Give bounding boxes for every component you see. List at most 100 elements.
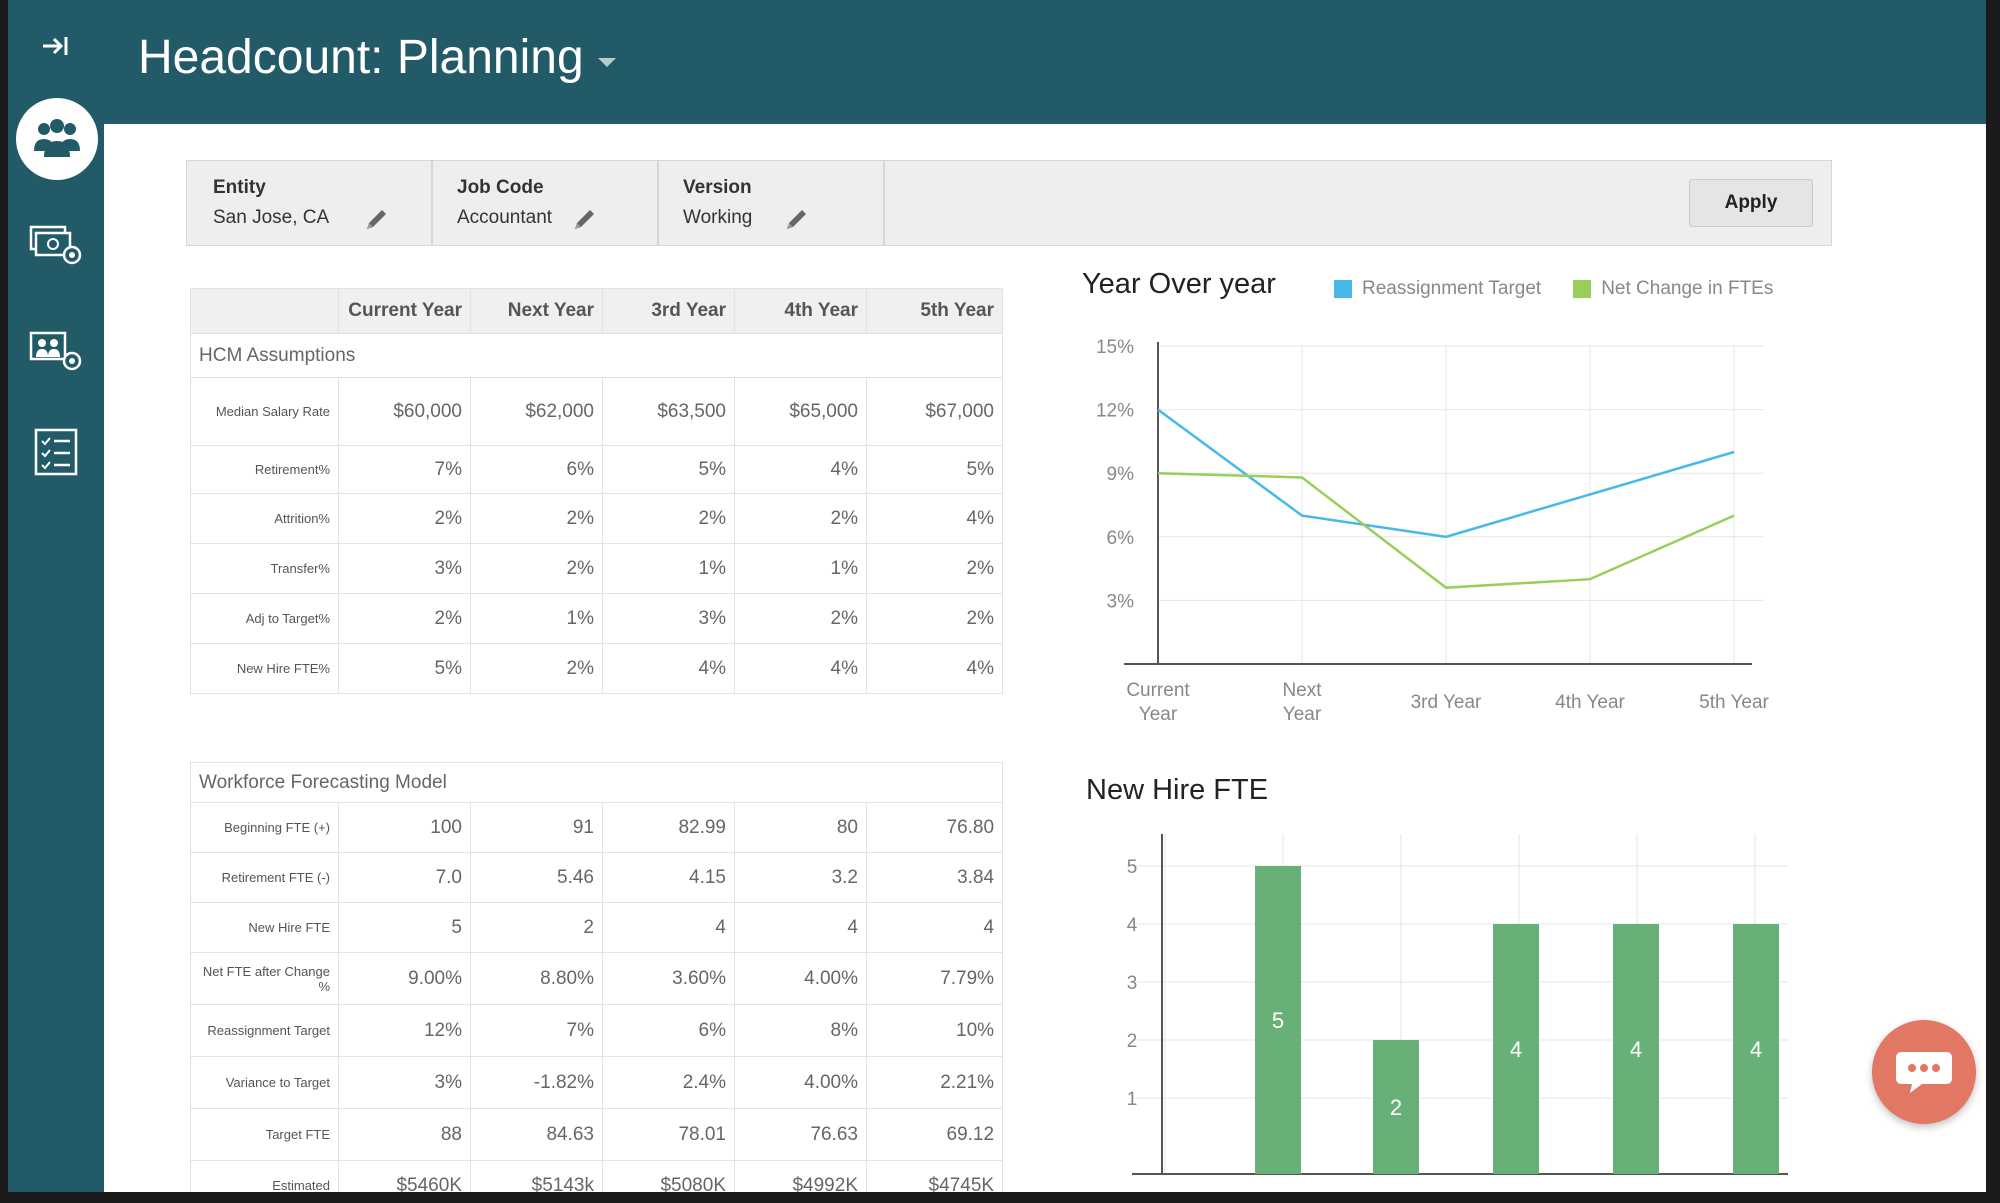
legend-entry-reassignment[interactable]: Reassignment Target [1334,278,1541,300]
data-cell[interactable]: 5% [338,643,471,694]
data-cell[interactable]: 2.4% [602,1056,735,1109]
pencil-icon[interactable] [571,205,599,233]
y-tick-label: 12% [1096,401,1134,422]
data-cell[interactable]: 2% [470,643,603,694]
data-cell[interactable]: $63,500 [602,377,735,446]
pov-version[interactable]: Version Working [657,161,885,245]
data-cell[interactable]: 3% [338,1056,471,1109]
data-cell[interactable]: 3% [338,543,471,594]
apply-button[interactable]: Apply [1689,179,1813,227]
legend-entry-net-change[interactable]: Net Change in FTEs [1573,278,1773,300]
pencil-icon[interactable] [363,205,391,233]
data-cell[interactable]: 7% [338,445,471,494]
checklist-icon[interactable] [26,422,86,482]
data-cell[interactable]: 2% [866,593,1003,644]
chat-button[interactable] [1872,1020,1976,1124]
data-cell[interactable]: 4% [734,445,867,494]
data-cell[interactable]: 80 [734,802,867,853]
data-cell[interactable]: -1.82% [470,1056,603,1109]
page-title-dropdown[interactable]: Headcount: Planning [138,30,616,85]
data-cell[interactable]: 1% [602,543,735,594]
data-cell[interactable]: 2% [470,543,603,594]
page-title: Headcount: Planning [138,31,584,84]
data-cell[interactable]: 2% [338,593,471,644]
new-hire-fte-chart: 5 4 3 2 1 5 2 4 4 4 [1127,834,1788,1175]
data-cell[interactable]: 4.00% [734,1056,867,1109]
data-cell[interactable]: 5.46 [470,852,603,903]
data-cell[interactable]: $5143k [470,1160,603,1192]
pencil-icon[interactable] [783,205,811,233]
people-gear-icon[interactable] [26,320,86,380]
pov-entity[interactable]: Entity San Jose, CA [187,161,433,245]
data-cell[interactable]: 3.84 [865,852,1004,903]
data-cell[interactable]: 5% [602,445,735,494]
row-label: Beginning FTE (+) [190,802,339,853]
data-cell[interactable]: 2% [734,493,867,544]
data-cell[interactable]: 4 [602,902,735,953]
data-cell[interactable]: 4% [734,643,867,694]
data-cell[interactable]: 7.79% [865,952,1004,1005]
data-cell[interactable]: 4.15 [602,852,735,903]
data-cell[interactable]: 5 [338,902,471,953]
data-cell[interactable]: 2% [866,543,1003,594]
data-cell[interactable]: 91 [470,802,603,853]
bar-chart-title: New Hire FTE [1086,774,1269,806]
pov-job-code[interactable]: Job Code Accountant [431,161,659,245]
data-cell[interactable]: 1% [470,593,603,644]
data-cell[interactable]: 2% [602,493,735,544]
data-cell[interactable]: $5080K [602,1160,735,1192]
legend-swatch-blue [1334,280,1352,298]
data-cell[interactable]: $5460K [338,1160,471,1192]
y-tick-label: 2 [1127,1031,1138,1052]
data-cell[interactable]: 9.00% [338,952,471,1005]
data-cell[interactable]: 7.0 [338,852,471,903]
data-cell[interactable]: 4% [866,493,1003,544]
people-group-icon[interactable] [16,98,98,180]
data-cell[interactable]: 69.12 [865,1108,1004,1161]
data-cell[interactable]: $62,000 [470,377,603,446]
data-cell[interactable]: 8% [734,1004,867,1057]
data-cell[interactable]: 84.63 [470,1108,603,1161]
collapse-panel-icon[interactable] [26,16,86,76]
money-gear-icon[interactable] [26,214,86,274]
data-cell[interactable]: 76.63 [734,1108,867,1161]
data-cell[interactable]: 6% [602,1004,735,1057]
data-cell[interactable]: 4.00% [734,952,867,1005]
data-cell[interactable]: 8.80% [470,952,603,1005]
data-cell[interactable]: 78.01 [602,1108,735,1161]
data-cell[interactable]: 2% [338,493,471,544]
data-cell[interactable]: 2% [470,493,603,544]
bar-value-label: 5 [1272,1008,1284,1033]
row-label: Median Salary Rate [190,377,339,446]
data-cell[interactable]: 4 [734,902,867,953]
data-cell[interactable]: 12% [338,1004,471,1057]
data-cell[interactable]: 4% [602,643,735,694]
data-cell[interactable]: 2.21% [865,1056,1004,1109]
data-cell[interactable]: 3.2 [734,852,867,903]
data-cell[interactable]: 2 [470,902,603,953]
data-cell[interactable]: 7% [470,1004,603,1057]
data-cell[interactable]: 3% [602,593,735,644]
data-cell[interactable]: 3.60% [602,952,735,1005]
bar-next-year [1373,1040,1419,1174]
data-cell[interactable]: 88 [338,1108,471,1161]
bar-4th-year [1613,924,1659,1174]
data-cell[interactable]: $4745K [865,1160,1004,1192]
data-cell[interactable]: 82.99 [602,802,735,853]
data-cell[interactable]: 1% [734,543,867,594]
data-cell[interactable]: $60,000 [338,377,471,446]
data-cell[interactable]: 4% [866,643,1003,694]
data-cell[interactable]: 76.80 [865,802,1004,853]
data-cell[interactable]: 10% [865,1004,1004,1057]
legend-swatch-green [1573,280,1592,298]
chat-bubble-icon [1896,1052,1952,1093]
data-cell[interactable]: 4 [865,902,1004,953]
data-cell[interactable]: 5% [866,445,1003,494]
data-cell[interactable]: $65,000 [734,377,867,446]
data-cell[interactable]: $4992K [734,1160,867,1192]
data-cell[interactable]: 2% [734,593,867,644]
data-cell[interactable]: $67,000 [866,377,1003,446]
y-tick-label: 5 [1127,857,1138,878]
data-cell[interactable]: 6% [470,445,603,494]
data-cell[interactable]: 100 [338,802,471,853]
